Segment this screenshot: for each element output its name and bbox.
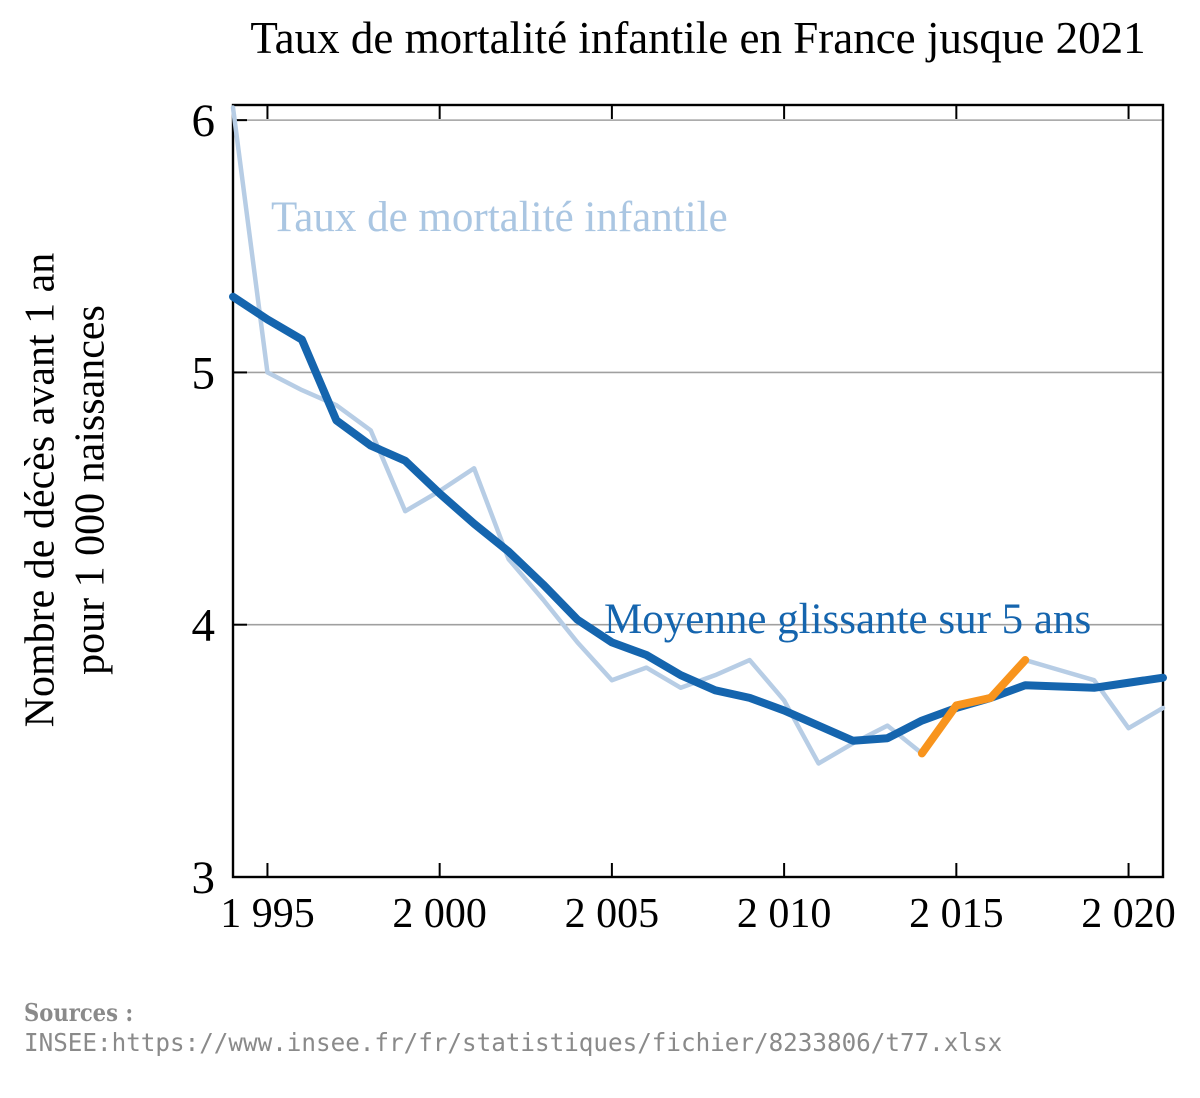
x-tick-label: 2 010: [737, 891, 832, 937]
x-tick-label: 2 015: [909, 891, 1004, 937]
x-tick-label: 2 000: [392, 891, 487, 937]
sources-label: Sources :: [24, 998, 134, 1027]
y-tick-label: 6: [192, 95, 216, 147]
legend-moyenne-label: Moyenne glissante sur 5 ans: [604, 596, 1092, 643]
y-tick-label: 3: [192, 852, 216, 904]
chart-title: Taux de mortalité infantile en France ju…: [250, 13, 1146, 63]
legend-taux-label: Taux de mortalité infantile: [271, 194, 728, 241]
x-tick-label: 2 020: [1081, 891, 1176, 937]
series-line-2: [917, 656, 1030, 758]
series-line-1: [229, 292, 1167, 745]
x-tick-label: 1 995: [220, 891, 315, 937]
y-tick-label: 5: [192, 347, 216, 399]
x-tick-label: 2 005: [565, 891, 660, 937]
y-tick-label: 4: [192, 600, 216, 652]
source-url: INSEE:https://www.insee.fr/fr/statistiqu…: [24, 1028, 1003, 1057]
plot-frame: [231, 103, 1165, 879]
